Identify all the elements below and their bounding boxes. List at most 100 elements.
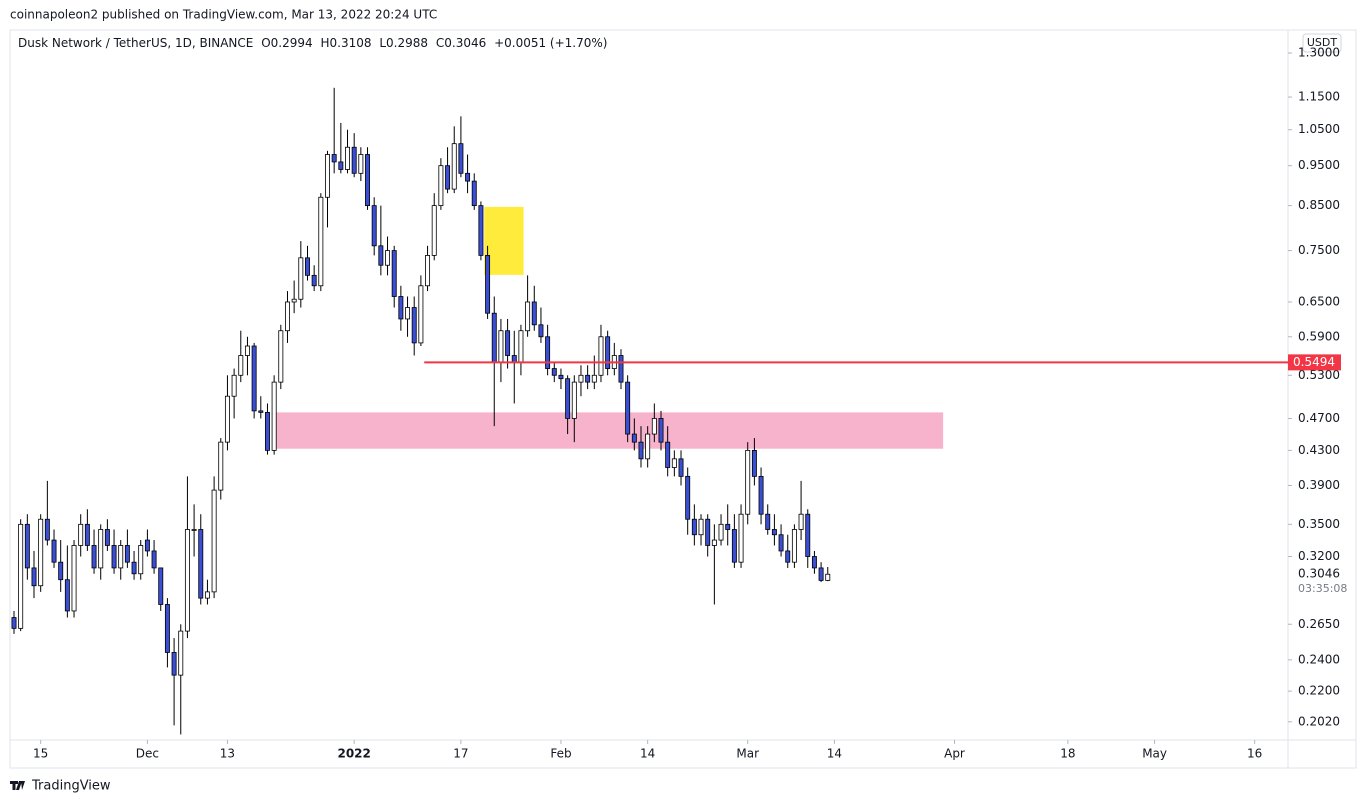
- candle-body: [191, 529, 197, 531]
- candle-body: [24, 523, 30, 569]
- candle-body: [64, 579, 70, 612]
- x-tick-label: 17: [453, 747, 468, 761]
- candle-body: [71, 545, 77, 612]
- candle-body: [398, 296, 404, 320]
- candle-body: [678, 458, 684, 477]
- candle-body: [271, 381, 277, 451]
- y-tick-label: 0.9500: [1298, 158, 1340, 172]
- x-tick-label: 15: [33, 747, 48, 761]
- change: +0.0051 (+1.70%): [494, 36, 607, 50]
- candle-body: [445, 165, 451, 190]
- candle-body: [645, 433, 651, 460]
- candle-body: [738, 513, 744, 563]
- candle-body: [211, 489, 217, 593]
- candle-body: [144, 539, 150, 552]
- currency-label[interactable]: USDT: [1307, 36, 1338, 49]
- candle-body: [438, 165, 444, 207]
- candle-body: [318, 196, 324, 287]
- candle-body: [431, 205, 437, 256]
- o-value: 0.2994: [271, 36, 313, 50]
- plot: [11, 87, 1288, 735]
- candle-body: [331, 154, 337, 163]
- last-price: 0.3046: [1298, 567, 1340, 581]
- x-tick-label: May: [1142, 747, 1167, 761]
- candle-body: [625, 381, 631, 435]
- candle-body: [291, 298, 297, 303]
- l-label: L: [379, 36, 386, 50]
- candle-body: [511, 355, 517, 363]
- candle-body: [818, 567, 824, 581]
- candle-body: [118, 545, 124, 569]
- candle-body: [198, 529, 204, 599]
- candle-body: [78, 523, 84, 546]
- y-tick-label: 1.0500: [1298, 122, 1340, 136]
- y-tick-label: 0.2650: [1298, 617, 1340, 631]
- candle-body: [31, 567, 37, 587]
- candle-body: [18, 523, 24, 629]
- x-tick-label: 2022: [337, 747, 370, 761]
- x-tick-label: 14: [827, 747, 842, 761]
- y-tick-label: 1.3000: [1298, 46, 1340, 60]
- y-tick-label: 0.6500: [1298, 294, 1340, 308]
- h-value: 0.3108: [330, 36, 372, 50]
- l-value: 0.2988: [386, 36, 428, 50]
- candle-body: [458, 143, 464, 174]
- candle-body: [358, 154, 364, 174]
- candle-body: [231, 374, 237, 397]
- o-label: O: [261, 36, 270, 50]
- candle-body: [658, 418, 664, 443]
- y-tick-label: 0.5900: [1298, 329, 1340, 343]
- candle-body: [718, 523, 724, 541]
- legend: Dusk Network / TetherUS, 1D, BINANCE O0.…: [18, 36, 607, 50]
- candle-body: [651, 418, 657, 435]
- y-tick-label: 1.1500: [1298, 90, 1340, 104]
- candle-body: [244, 345, 250, 356]
- candle-body: [351, 146, 357, 174]
- c-label: C: [436, 36, 444, 50]
- candle-body: [298, 257, 304, 300]
- candle-body: [585, 374, 591, 383]
- candle-body: [238, 355, 244, 376]
- x-tick-label: 13: [220, 747, 235, 761]
- y-tick-label: 0.7500: [1298, 243, 1340, 257]
- candle-body: [365, 154, 370, 207]
- y-tick-label: 0.4700: [1298, 411, 1340, 425]
- y-tick-label: 0.3900: [1298, 478, 1340, 492]
- chart-frame: [9, 29, 1357, 769]
- candle-body: [545, 336, 551, 369]
- publish-info: coinnapoleon2 published on TradingView.c…: [10, 8, 437, 22]
- candle-body: [785, 550, 791, 563]
- candle-body: [285, 301, 290, 332]
- x-tick-label: Mar: [736, 747, 759, 761]
- price-label: 0.5494: [1293, 355, 1335, 369]
- candle-body: [558, 374, 564, 380]
- candle-body: [451, 143, 457, 190]
- candle-body: [605, 336, 611, 369]
- candle-body: [411, 307, 417, 344]
- y-tick-label: 0.2400: [1298, 652, 1340, 666]
- candle-body: [485, 255, 491, 314]
- currency-button[interactable]: [1302, 33, 1342, 53]
- candle-body: [811, 556, 817, 569]
- candle-body: [518, 330, 524, 363]
- candle-body: [531, 301, 537, 326]
- candle-body: [258, 410, 264, 413]
- candle-body: [278, 330, 284, 383]
- zone: [274, 412, 944, 449]
- candle-body: [391, 250, 397, 297]
- candle-body: [218, 441, 224, 491]
- candle-body: [385, 250, 390, 266]
- candle-body: [184, 529, 190, 632]
- candle-body: [138, 545, 144, 575]
- candle-body: [338, 161, 344, 170]
- candle-body: [124, 545, 130, 563]
- candle-body: [498, 330, 504, 363]
- candle-body: [765, 513, 771, 530]
- candle-body: [311, 274, 317, 287]
- candle-body: [665, 441, 671, 468]
- h-label: H: [320, 36, 329, 50]
- candle-body: [565, 378, 571, 419]
- candle-body: [471, 180, 477, 207]
- y-tick-label: 0.3200: [1298, 549, 1340, 563]
- x-tick-label: 16: [1247, 747, 1262, 761]
